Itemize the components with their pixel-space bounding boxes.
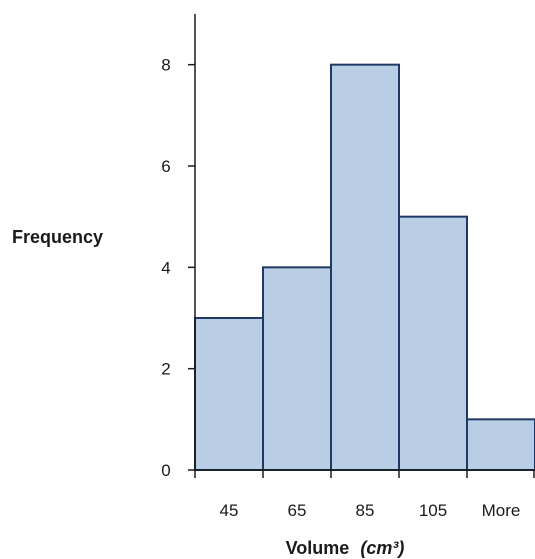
x-axis-title-main: Volume: [286, 538, 350, 558]
x-tick-label: 105: [419, 501, 447, 520]
x-axis-title: Volume (cm³): [286, 538, 405, 558]
x-tick-label: 65: [288, 501, 307, 520]
y-axis-title: Frequency: [12, 227, 103, 247]
y-axis: 0 2 4 6 8: [161, 14, 196, 480]
y-tick-label: 8: [161, 56, 170, 75]
bar-more: [466, 418, 535, 472]
y-tick-label: 2: [161, 360, 170, 379]
y-tick-label: 4: [161, 258, 170, 277]
x-tick-label: More: [482, 501, 521, 520]
x-axis: 45 65 85 105 More: [194, 469, 535, 520]
x-axis-title-unit: (cm³): [360, 538, 404, 558]
x-tick-label: 45: [220, 501, 239, 520]
bar-65: [262, 266, 332, 472]
y-tick-label: 6: [161, 157, 170, 176]
bar-45: [194, 317, 264, 471]
x-tick-label: 85: [356, 501, 375, 520]
bar-85: [330, 63, 400, 472]
y-tick-label: 0: [161, 461, 170, 480]
bar-105: [398, 215, 468, 471]
bars: [194, 63, 535, 472]
